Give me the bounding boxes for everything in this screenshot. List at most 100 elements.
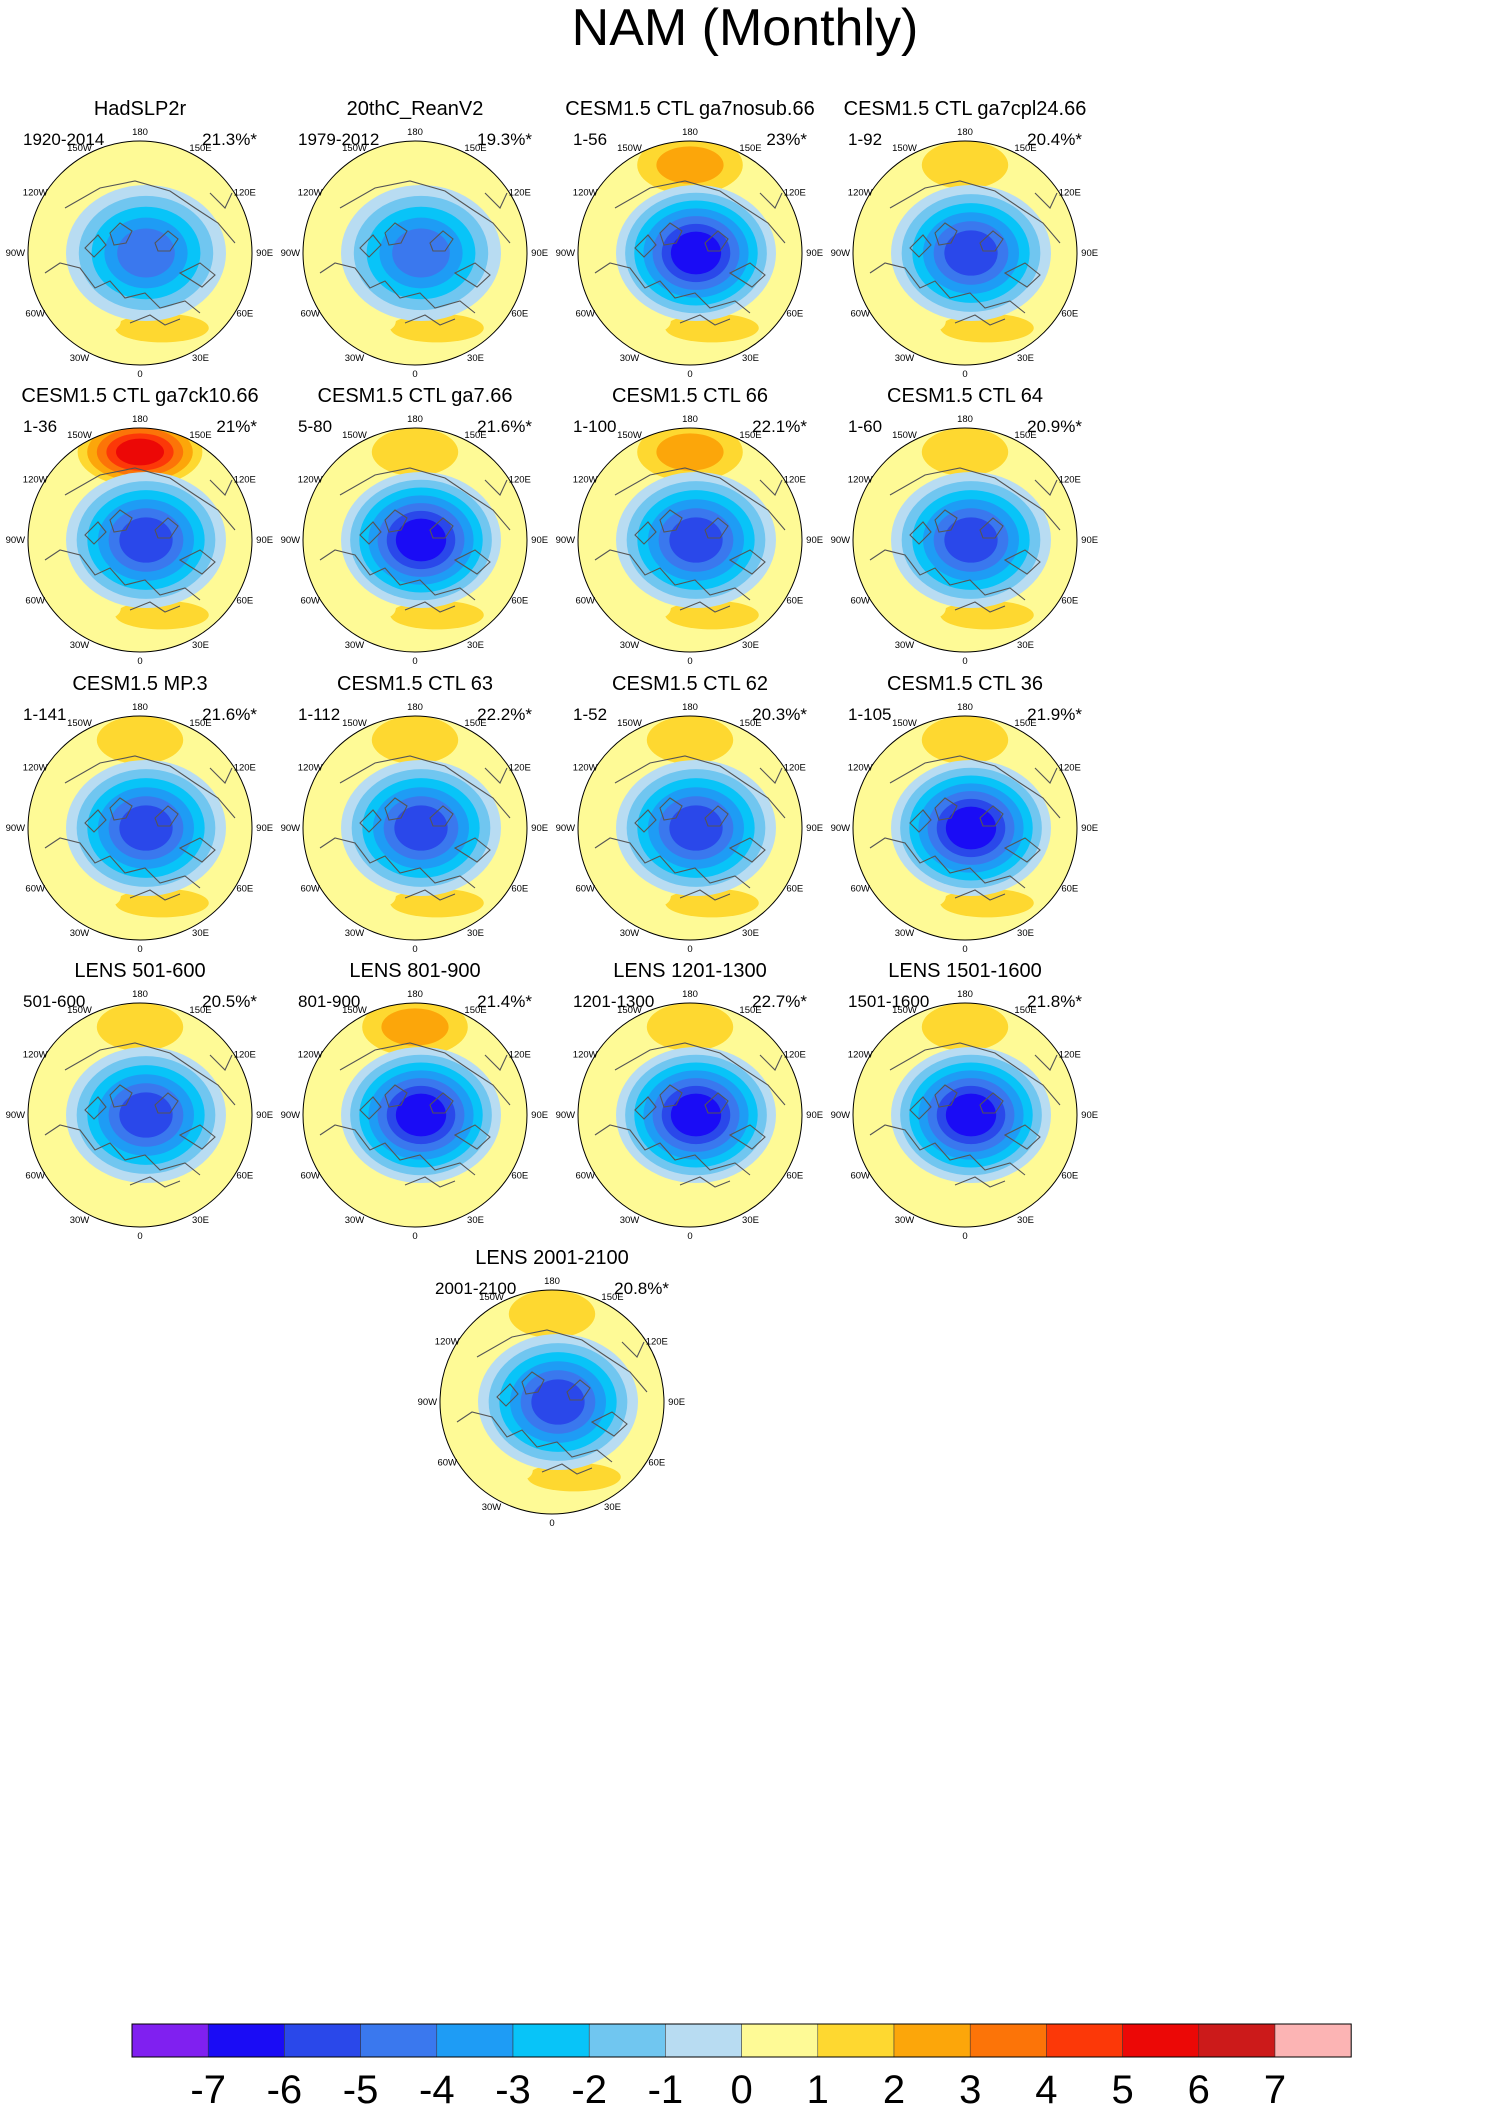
longitude-label: 90E — [806, 248, 823, 259]
longitude-label: 180 — [682, 127, 698, 138]
longitude-label: 90E — [256, 823, 273, 834]
coastline — [44, 837, 201, 889]
longitude-label: 150E — [464, 430, 486, 441]
pacific-high-level-3 — [381, 1008, 449, 1046]
map-border — [577, 427, 803, 653]
panel-period: 1-100 — [573, 417, 616, 436]
longitude-label: 60E — [236, 309, 253, 320]
map-panel: 180 150E 120E 90E 60E 30E 0 30W 60W 90W 120W 150W CE… — [831, 98, 1098, 380]
panel-title: LENS 801-900 — [349, 960, 480, 982]
colorbar-swatch — [512, 2023, 590, 2058]
colorbar-swatch — [284, 2023, 361, 2058]
longitude-label: 180 — [407, 127, 423, 138]
colorbar-swatch — [969, 2023, 1047, 2058]
atlantic-high-west-level-1 — [28, 551, 121, 619]
atlantic-high-level-2 — [527, 1462, 621, 1492]
longitude-label: 120E — [234, 763, 256, 774]
longitude-label: 60E — [786, 309, 803, 320]
atlantic-high-west-level-1 — [303, 551, 396, 619]
coastline — [889, 467, 1061, 531]
panel-title: CESM1.5 CTL ga7nosub.66 — [565, 98, 814, 120]
coastline — [44, 262, 201, 314]
coastline — [496, 1383, 519, 1407]
coastline — [979, 517, 1004, 539]
coastline — [979, 1092, 1004, 1114]
map-border — [302, 715, 528, 941]
map-panel: 180 150E 120E 90E 60E 30E 0 30W 60W 90W 120W 150W CE… — [831, 673, 1098, 955]
panel-period: 1501-1600 — [848, 992, 929, 1011]
polar-low-level-6 — [119, 1092, 173, 1138]
longitude-label: 120E — [1059, 1050, 1081, 1061]
contour-field — [28, 1003, 252, 1227]
panel-period: 1201-1300 — [573, 992, 654, 1011]
map-panels: 180 150E 120E 90E 60E 30E 0 30W 60W 90W 120W 150W Ha… — [6, 98, 1098, 1529]
panel-period: 1-36 — [23, 417, 57, 436]
longitude-label: 90W — [281, 535, 301, 546]
longitude-label: 150E — [739, 143, 761, 154]
coastline — [109, 509, 133, 533]
longitude-label: 150E — [601, 1292, 623, 1303]
longitude-label: 150W — [342, 143, 367, 154]
longitude-label: 60W — [575, 309, 595, 320]
coastline — [869, 1124, 1026, 1176]
coastline — [129, 601, 181, 613]
longitude-label: 90W — [6, 1110, 26, 1121]
map-border — [27, 427, 253, 653]
colorbar-tick-label: 1 — [807, 2068, 829, 2110]
panel-variance: 21.4%* — [477, 992, 532, 1011]
longitude-label: 150W — [617, 143, 642, 154]
longitude-label: 180 — [544, 1276, 560, 1287]
polar-low-level-6 — [669, 517, 723, 563]
contour-field — [578, 1003, 802, 1227]
coastline — [109, 1084, 133, 1108]
atlantic-high-level-2 — [665, 888, 759, 918]
coastline — [404, 314, 456, 326]
atlantic-high-level-2 — [390, 888, 484, 918]
coastline — [659, 222, 683, 246]
coastline — [909, 234, 932, 258]
colorbar-tick-label: -2 — [571, 2068, 607, 2110]
coastline — [1003, 549, 1041, 575]
coastline — [634, 521, 657, 545]
longitude-label: 30W — [70, 1215, 90, 1226]
longitude-label: 120E — [784, 188, 806, 199]
longitude-label: 150W — [617, 718, 642, 729]
map-panel: 180 150E 120E 90E 60E 30E 0 30W 60W 90W 120W 150W CE… — [556, 673, 823, 955]
longitude-label: 60W — [575, 596, 595, 607]
panel-period: 2001-2100 — [435, 1279, 516, 1298]
longitude-label: 180 — [957, 702, 973, 713]
polar-low-level-6 — [669, 805, 723, 851]
longitude-label: 90W — [556, 1110, 576, 1121]
longitude-label: 90W — [831, 535, 851, 546]
longitude-label: 30E — [192, 640, 209, 651]
coastline — [934, 1084, 958, 1108]
colorbar-tick-label: -5 — [343, 2068, 379, 2110]
longitude-label: 30E — [742, 1215, 759, 1226]
longitude-label: 90W — [418, 1397, 438, 1408]
map-panel: 180 150E 120E 90E 60E 30E 0 30W 60W 90W 120W 150W LE… — [6, 960, 273, 1242]
coastline — [44, 1124, 201, 1176]
longitude-label: 120E — [234, 188, 256, 199]
polar-low-level-6 — [531, 1379, 585, 1425]
polar-low-level-7 — [395, 518, 447, 562]
longitude-label: 30E — [1017, 928, 1034, 939]
coastline — [319, 262, 476, 314]
atlantic-high-level-2 — [115, 313, 209, 343]
longitude-label: 150W — [67, 1005, 92, 1016]
pacific-high-level-2 — [96, 716, 184, 764]
coastline — [1003, 262, 1041, 288]
longitude-label: 30W — [620, 928, 640, 939]
coastline — [209, 192, 233, 209]
longitude-label: 120E — [509, 763, 531, 774]
longitude-label: 180 — [957, 414, 973, 425]
panel-title: CESM1.5 CTL 36 — [887, 673, 1043, 695]
atlantic-high-west-level-1 — [578, 1126, 671, 1194]
coastline — [679, 314, 731, 326]
longitude-label: 120W — [298, 1050, 323, 1061]
atlantic-high-west-level-1 — [303, 264, 396, 332]
longitude-label: 150W — [67, 143, 92, 154]
coastline — [934, 509, 958, 533]
panel-variance: 21.8%* — [1027, 992, 1082, 1011]
longitude-label: 60E — [236, 884, 253, 895]
longitude-label: 30E — [1017, 640, 1034, 651]
